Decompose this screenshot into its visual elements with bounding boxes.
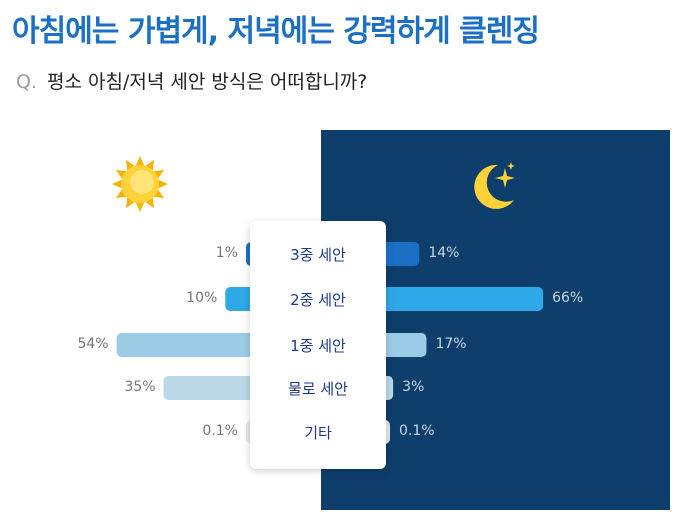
sun-ray <box>115 170 127 179</box>
sun-ray <box>153 189 165 198</box>
moon-crescent <box>474 164 514 209</box>
value-label-morning: 0.1% <box>202 423 238 439</box>
category-label: 기타 <box>304 424 332 442</box>
value-label-morning: 1% <box>215 245 238 261</box>
question: Q. 평소 아침/저녁 세안 방식은 어떠합니까? <box>16 67 367 94</box>
star-small <box>507 162 515 170</box>
value-label-evening: 3% <box>402 379 425 395</box>
sun-ray <box>115 189 127 198</box>
category-label: 1중 세안 <box>290 337 346 355</box>
value-label-morning: 54% <box>77 336 109 352</box>
bar-morning-2 <box>116 333 259 357</box>
sun-ray <box>135 202 145 212</box>
category-label: 2중 세안 <box>290 291 346 309</box>
bar-evening-2 <box>378 333 427 357</box>
sun-ray <box>145 159 154 171</box>
sun-ray <box>153 170 165 179</box>
value-label-evening: 17% <box>435 336 467 352</box>
question-prefix: Q. <box>16 71 37 93</box>
sun-ray <box>158 179 168 189</box>
page-title: 아침에는 가볍게, 저녁에는 강력하게 클렌징 <box>12 14 540 49</box>
sun-ray <box>145 197 154 209</box>
question-text: 평소 아침/저녁 세안 방식은 어떠합니까? <box>47 71 368 93</box>
sun-core <box>130 170 154 194</box>
sun-ray <box>126 159 135 171</box>
value-label-morning: 10% <box>186 290 218 306</box>
bar-morning-3 <box>163 376 258 400</box>
moon-icon <box>474 162 515 209</box>
star <box>495 168 515 188</box>
value-label-morning: 35% <box>124 379 156 395</box>
value-label-evening: 66% <box>552 290 584 306</box>
bar-evening-1 <box>378 287 544 311</box>
sun-icon <box>112 156 168 212</box>
bar-morning-1 <box>225 287 258 311</box>
sun-ray <box>126 197 135 209</box>
sun-ray <box>135 156 145 166</box>
value-label-evening: 0.1% <box>399 423 435 439</box>
sun-ray <box>112 179 122 189</box>
bar-evening-0 <box>378 242 420 266</box>
category-label: 물로 세안 <box>288 380 348 398</box>
category-label: 3중 세안 <box>290 246 346 264</box>
value-label-evening: 14% <box>428 245 460 261</box>
